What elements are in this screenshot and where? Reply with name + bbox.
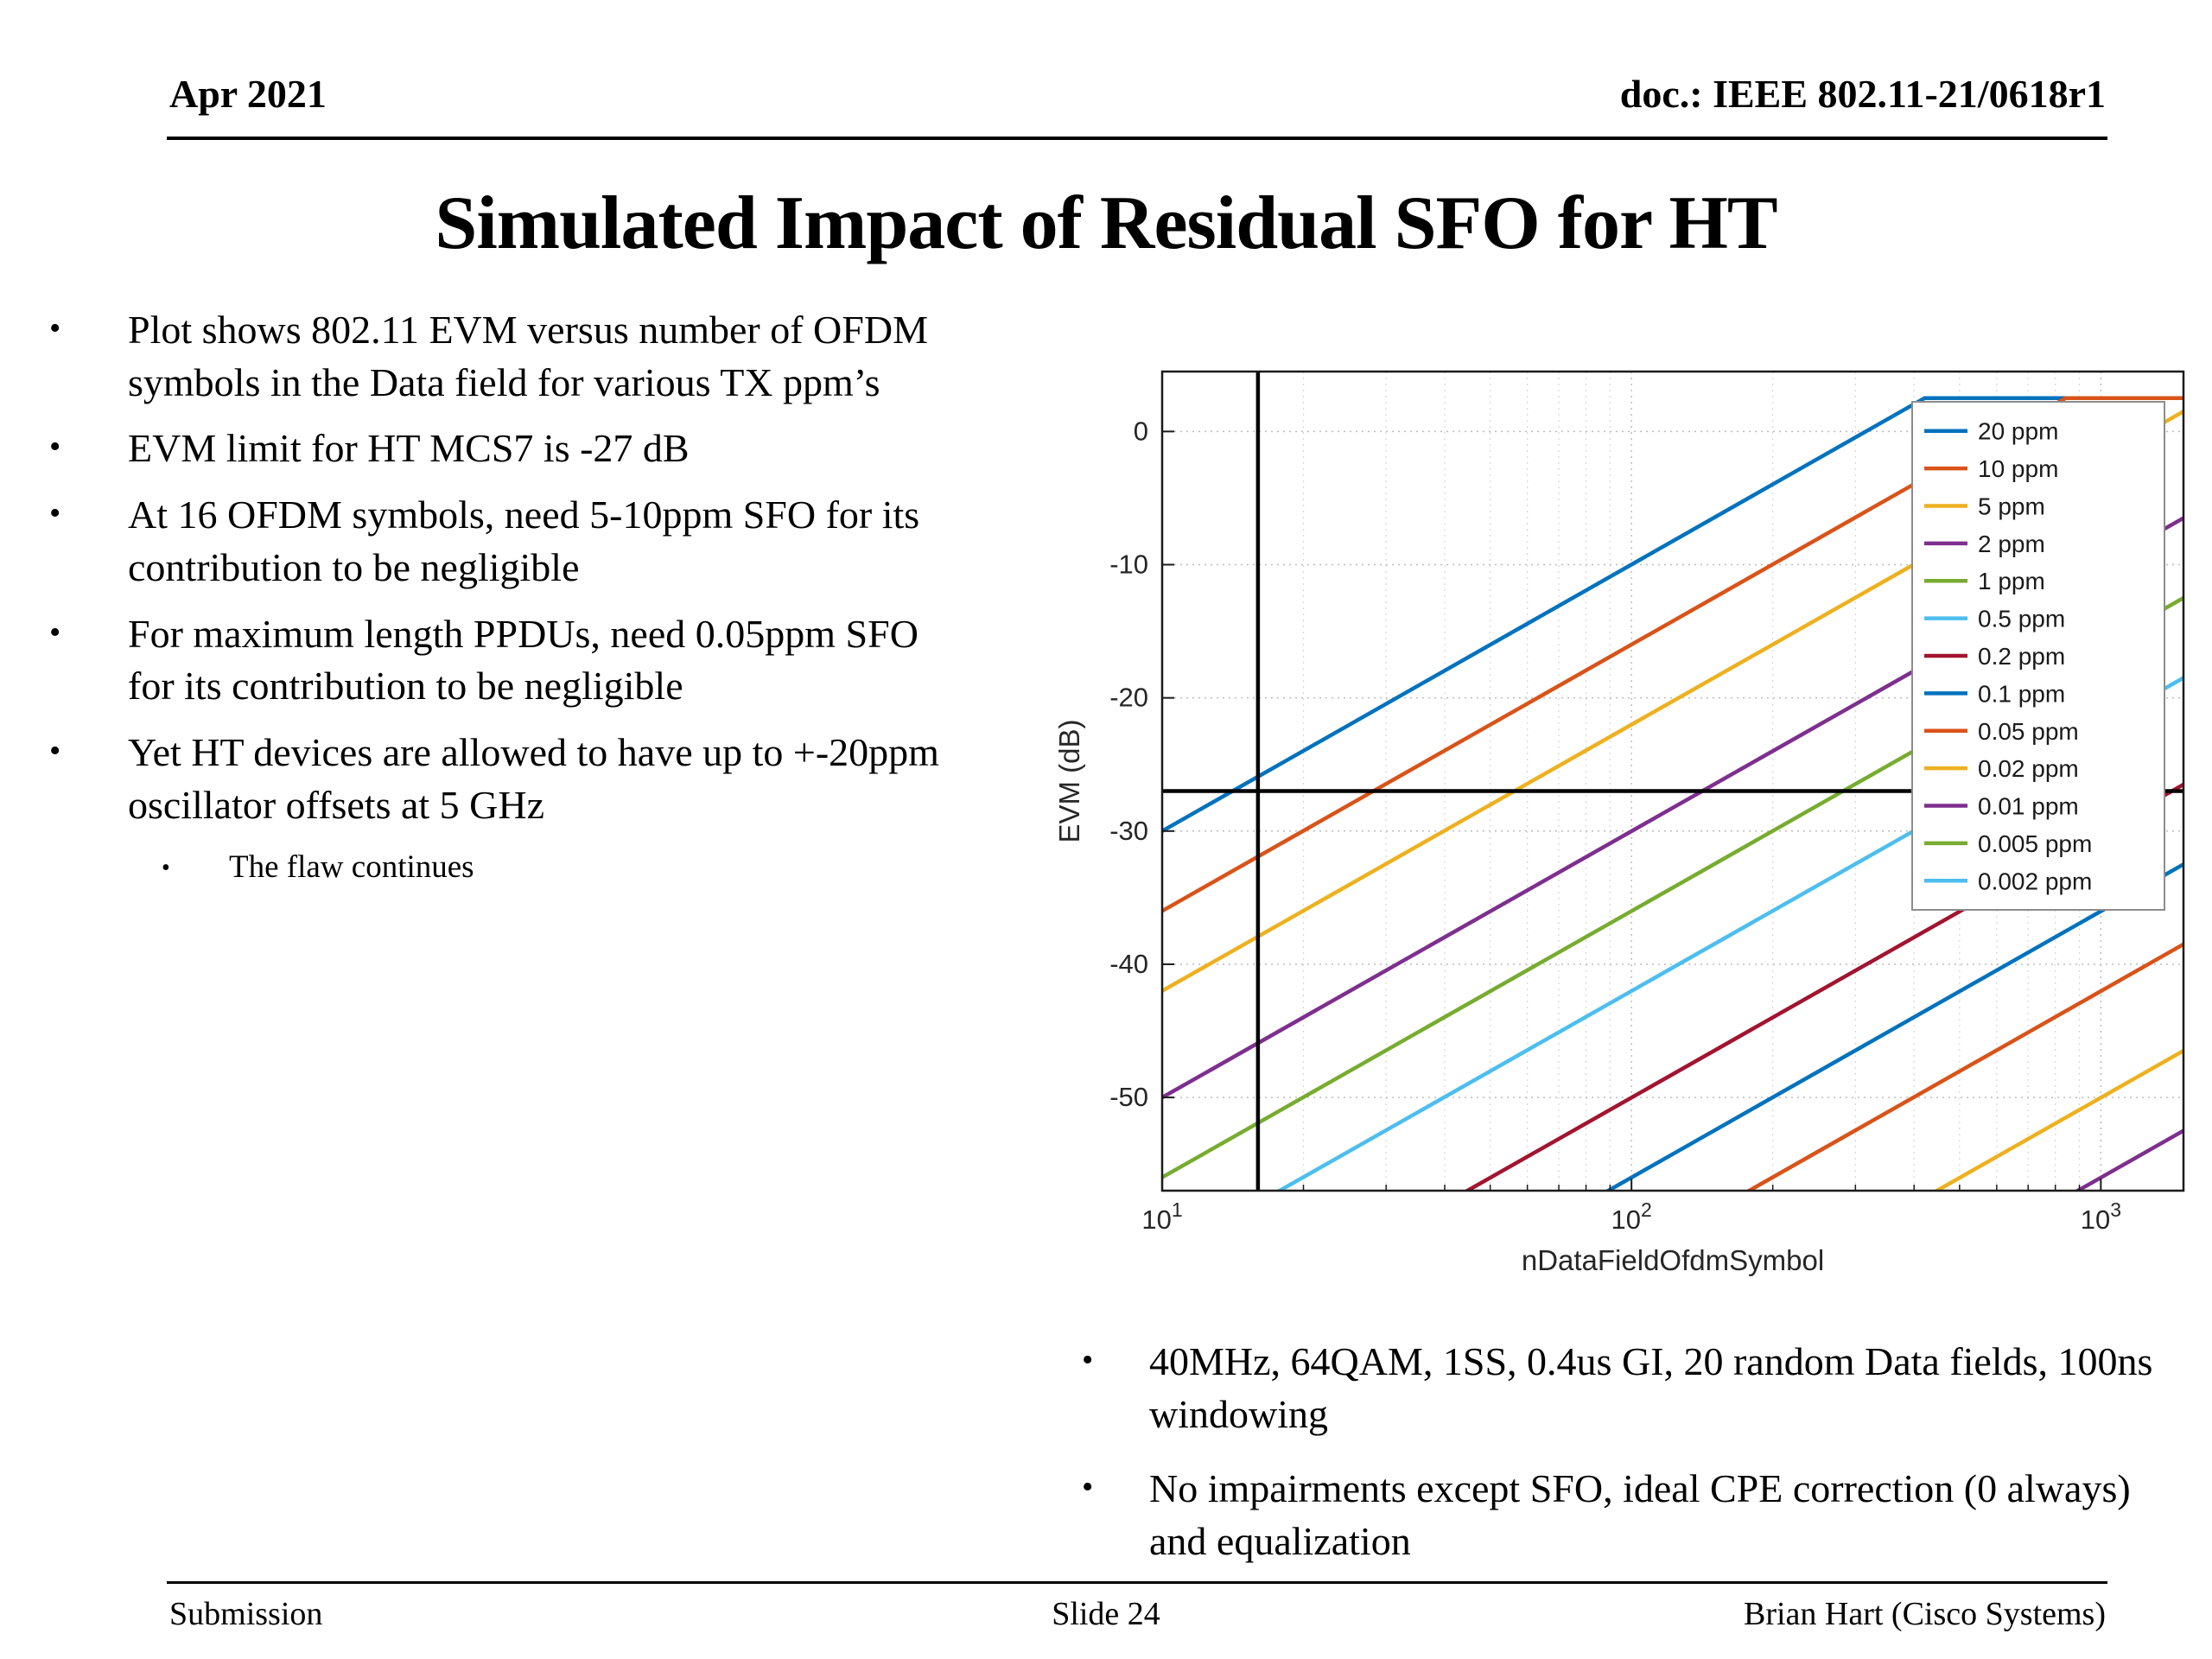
legend-label: 0.05 ppm (1978, 718, 2079, 745)
footer-slide-number: Slide 24 (1052, 1596, 1160, 1632)
bullet-text: EVM limit for HT MCS7 is -27 dB (128, 426, 690, 471)
legend-label: 2 ppm (1978, 531, 2045, 557)
footer-author: Brian Hart (Cisco Systems) (1743, 1596, 2106, 1632)
legend-entry: 2 ppm (1924, 531, 2045, 557)
y-axis-title: EVM (dB) (1053, 719, 1085, 842)
series-line-0-05-ppm (1745, 942, 2183, 1191)
series-line-0-02-ppm (1933, 1048, 2183, 1191)
footer-submission: Submission (169, 1596, 323, 1632)
bullet-marker: • (49, 495, 61, 532)
legend-label: 0.1 ppm (1978, 680, 2065, 707)
bullet-marker: • (49, 733, 61, 770)
chart-notes-list: • 40MHz, 64QAM, 1SS, 0.4us GI, 20 random… (1071, 1336, 2186, 1591)
bullet-marker: • (49, 613, 61, 651)
bullet-marker: • (49, 429, 61, 466)
grid (1161, 372, 2183, 1191)
legend-entry: 0.01 ppm (1924, 793, 2079, 820)
legend-label: 0.005 ppm (1978, 830, 2092, 857)
legend-entry: 10 ppm (1924, 455, 2058, 482)
bullet-text: For maximum length PPDUs, need 0.05ppm S… (128, 611, 918, 709)
bullet-item: • Plot shows 802.11 EVM versus number of… (36, 304, 975, 409)
bullet-item: • Yet HT devices are allowed to have up … (36, 727, 975, 831)
legend: 20 ppm 10 ppm 5 ppm 2 ppm 1 ppm 0.5 ppm 0.2 pp… (1911, 401, 2165, 911)
legend-entry: 5 ppm (1924, 493, 2045, 519)
bullet-text: At 16 OFDM symbols, need 5-10ppm SFO for… (128, 493, 920, 589)
legend-entry: 0.5 ppm (1924, 606, 2065, 632)
legend-label: 0.01 ppm (1978, 793, 2079, 820)
bullet-marker: • (1082, 1342, 1094, 1378)
bullet-list: • Plot shows 802.11 EVM versus number of… (36, 304, 975, 906)
bullet-marker: • (49, 310, 61, 346)
legend-label: 0.02 ppm (1978, 755, 2079, 782)
bullet-item: • For maximum length PPDUs, need 0.05ppm… (36, 608, 975, 713)
note-text: No impairments except SFO, ideal CPE cor… (1149, 1466, 2131, 1564)
legend-label: 1 ppm (1978, 568, 2045, 594)
header-rule (167, 137, 2107, 140)
x-tick-label: 101 (1141, 1198, 1182, 1235)
bullet-item: • EVM limit for HT MCS7 is -27 dB (36, 423, 975, 475)
bullet-text: The flaw continues (229, 849, 474, 886)
legend-label: 5 ppm (1978, 493, 2045, 519)
legend-entry: 0.2 ppm (1924, 643, 2065, 670)
bullet-marker: • (162, 855, 170, 882)
x-axis-title: nDataFieldOfdmSymbol (1522, 1244, 1824, 1276)
y-tick-label: -50 (1109, 1082, 1148, 1112)
legend-entry: 1 ppm (1924, 568, 2045, 594)
legend-entry: 0.005 ppm (1924, 830, 2092, 857)
bullet-text: Plot shows 802.11 EVM versus number of O… (128, 308, 928, 404)
bullet-text: Yet HT devices are allowed to have up to… (128, 730, 939, 827)
legend-entry: 0.002 ppm (1924, 868, 2092, 894)
legend-label: 20 ppm (1978, 418, 2058, 445)
legend-label: 0.2 ppm (1978, 643, 2065, 670)
legend-label: 0.5 ppm (1978, 606, 2065, 632)
x-tick-label: 102 (1611, 1198, 1652, 1235)
y-tick-label: -40 (1109, 949, 1148, 979)
axes-box (1160, 370, 2185, 1192)
y-tick-label: -20 (1109, 683, 1148, 713)
series-line-0-1-ppm (1604, 862, 2183, 1191)
header-doc-number: doc.: IEEE 802.11-21/0618r1 (1619, 72, 2106, 116)
note-text: 40MHz, 64QAM, 1SS, 0.4us GI, 20 random D… (1149, 1339, 2153, 1436)
evm-chart-svg: 101 102 103 0 -10 -20 -30 -40 -50 nDataFieldOfdmS… (1053, 370, 2185, 1276)
footer-rule (167, 1581, 2107, 1584)
legend-entry: 0.02 ppm (1924, 755, 2079, 782)
note-item: • 40MHz, 64QAM, 1SS, 0.4us GI, 20 random… (1071, 1336, 2186, 1440)
evm-chart: 101 102 103 0 -10 -20 -30 -40 -50 nDataFieldOfdmS… (1041, 363, 2195, 1292)
legend-entry: 0.05 ppm (1924, 718, 2079, 745)
legend-label: 0.002 ppm (1978, 868, 2092, 894)
y-tick-label: 0 (1134, 416, 1148, 446)
note-item: • No impairments except SFO, ideal CPE c… (1071, 1463, 2186, 1567)
bullet-marker: • (1082, 1469, 1094, 1506)
legend-entry: 0.1 ppm (1924, 680, 2065, 707)
slide-title: Simulated Impact of Residual SFO for HT (435, 181, 1777, 265)
x-tick-label: 103 (2081, 1198, 2121, 1235)
bullet-item: • At 16 OFDM symbols, need 5-10ppm SFO f… (36, 489, 975, 594)
series-line-10-ppm (1162, 396, 2183, 913)
legend-label: 10 ppm (1978, 455, 2058, 482)
header-date: Apr 2021 (169, 72, 327, 116)
axis-ticks (1161, 430, 2102, 1191)
y-tick-label: -10 (1109, 550, 1148, 580)
y-tick-label: -30 (1109, 816, 1148, 846)
legend-entry: 20 ppm (1924, 418, 2058, 445)
sub-bullet-item: • The flaw continues (36, 845, 975, 891)
